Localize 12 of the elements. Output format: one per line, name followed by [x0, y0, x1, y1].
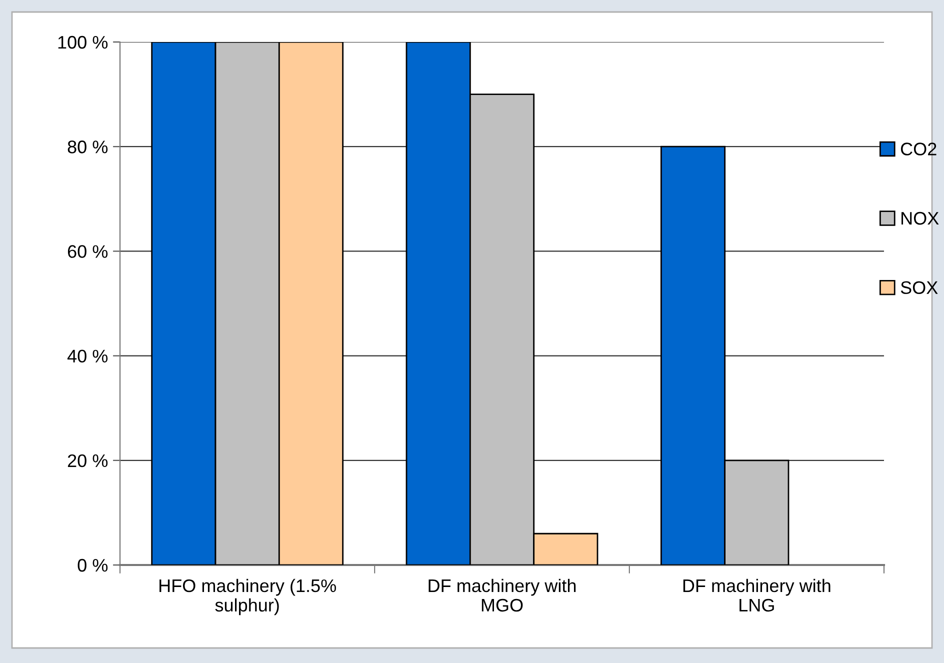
y-tick-label: 40 % [67, 350, 108, 363]
x-tick-label: HFO machinery (1.5% sulphur) [160, 578, 336, 616]
legend-label: NOX [902, 212, 939, 225]
legend-label: SOX [900, 281, 938, 294]
x-tick-label: DF machinery with LNG [683, 578, 830, 612]
y-tick-label: 60 % [68, 245, 108, 258]
y-tick-label: 80 % [68, 140, 108, 154]
x-tick-label: DF machinery with MGO [428, 578, 576, 612]
y-tick-label: 20 % [68, 454, 108, 468]
y-tick-label: 0 % [78, 558, 108, 572]
legend-label: CO2 [900, 142, 936, 156]
y-tick-label: 100 % [58, 36, 108, 49]
